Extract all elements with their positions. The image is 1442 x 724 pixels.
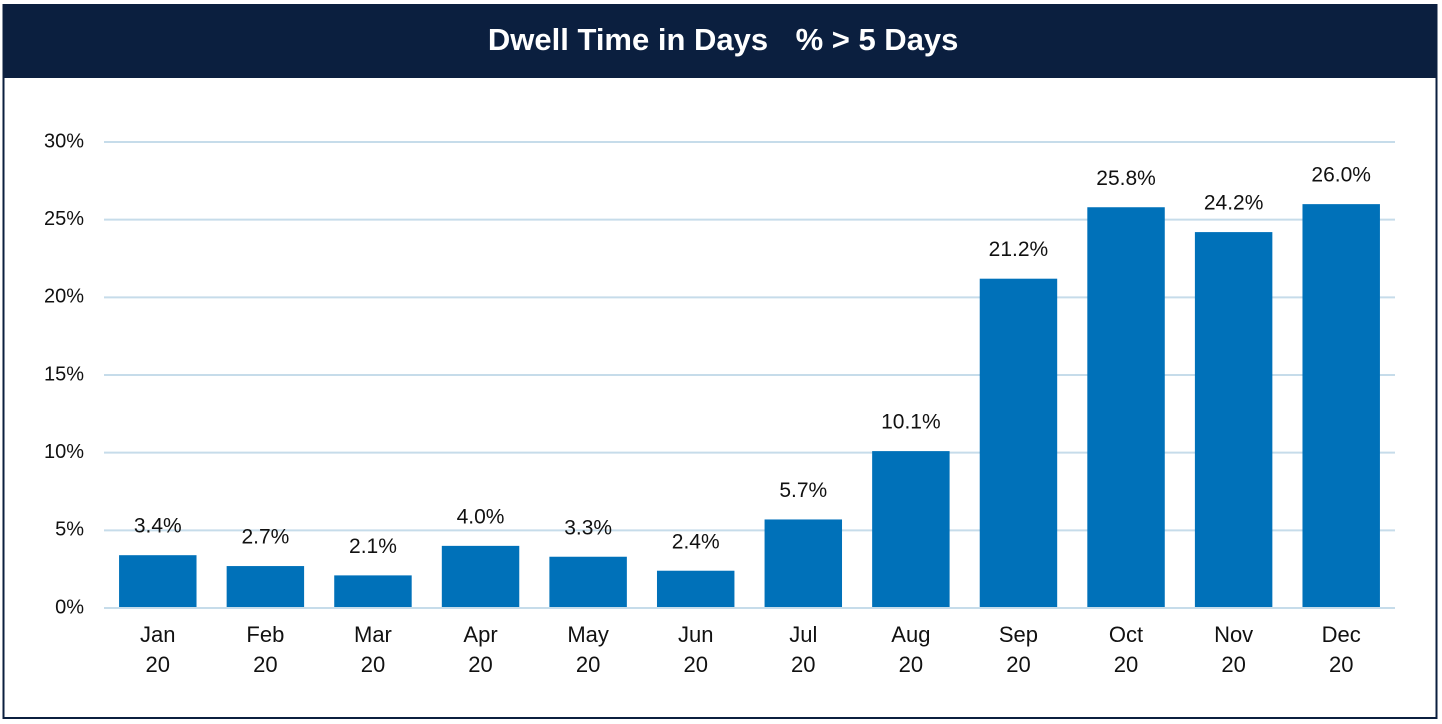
x-tick-label: Oct 20 [1109,622,1143,677]
x-tick-label: Mar 20 [354,622,392,677]
data-label: 4.0% [457,505,505,528]
x-tick-label: May 20 [567,622,609,677]
x-tick-label-line: 20 [253,652,277,677]
x-tick-label: Jul 20 [789,622,817,677]
data-label: 2.4% [672,530,720,553]
x-tick-label-line: 20 [468,652,492,677]
x-tick-label: Jan 20 [140,622,175,677]
y-tick-label: 15% [44,363,84,385]
x-tick-label-line: 20 [683,652,707,677]
data-label: 24.2% [1204,192,1264,215]
x-tick-label-line: Feb [246,622,284,647]
x-tick-label-line: 20 [361,652,385,677]
x-tick-label-line: 20 [1221,652,1245,677]
y-tick-label: 20% [44,286,84,308]
x-tick-label-line: 20 [146,652,170,677]
bar [441,545,520,608]
header-bar [3,5,1437,78]
x-tick-label: Dec 20 [1322,622,1361,677]
y-tick-label: 25% [44,208,84,230]
x-tick-label-line: Jul [789,622,817,647]
x-tick-label-line: 20 [899,652,923,677]
bar [334,575,412,608]
x-tick-label-line: 20 [1114,652,1138,677]
bar [119,555,197,608]
bar [226,566,305,608]
x-tick-label: Aug 20 [891,622,930,677]
x-tick-label-line: Jun [678,622,713,647]
data-label: 5.7% [779,479,827,502]
x-tick-label-line: Jan [140,622,175,647]
bar [872,451,950,608]
x-tick-label-line: Dec [1322,622,1361,647]
data-label: 3.3% [564,516,612,539]
bar [656,570,735,608]
x-tick-label-line: Mar [354,622,392,647]
x-tick-label-line: Apr [463,622,497,647]
x-tick-label-line: 20 [1006,652,1030,677]
bar [1087,207,1165,609]
bar [549,556,627,608]
x-tick-label-line: Nov [1214,622,1253,647]
data-label: 25.8% [1096,167,1156,190]
x-tick-label-line: Sep [999,622,1038,647]
bar [979,278,1058,608]
x-tick-label-line: 20 [1329,652,1353,677]
y-tick-label: 10% [44,441,84,463]
chart-subtitle: % > 5 Days [796,22,959,57]
x-tick-label: Nov 20 [1214,622,1253,677]
y-tick-label: 0% [55,596,84,618]
y-tick-label: 30% [44,130,84,152]
x-tick-label: Apr 20 [463,622,497,677]
x-tick-label: Jun 20 [678,622,713,677]
data-label: 2.1% [349,535,397,558]
x-tick-label-line: Oct [1109,622,1143,647]
y-tick-label: 5% [55,519,84,541]
x-tick-label-line: Aug [891,622,930,647]
data-label: 2.7% [241,526,289,549]
bar [1302,204,1380,608]
x-tick-label-line: May [567,622,609,647]
data-label: 21.2% [989,238,1049,261]
chart-title: Dwell Time in Days [488,22,768,57]
x-tick-label-line: 20 [576,652,600,677]
bar [1194,232,1273,609]
data-label: 26.0% [1311,164,1371,187]
x-tick-label-line: 20 [791,652,815,677]
x-tick-label: Sep 20 [999,622,1038,677]
data-label: 3.4% [134,515,182,538]
x-tick-label: Feb 20 [246,622,284,677]
data-label: 10.1% [881,411,941,434]
bar [764,519,843,608]
